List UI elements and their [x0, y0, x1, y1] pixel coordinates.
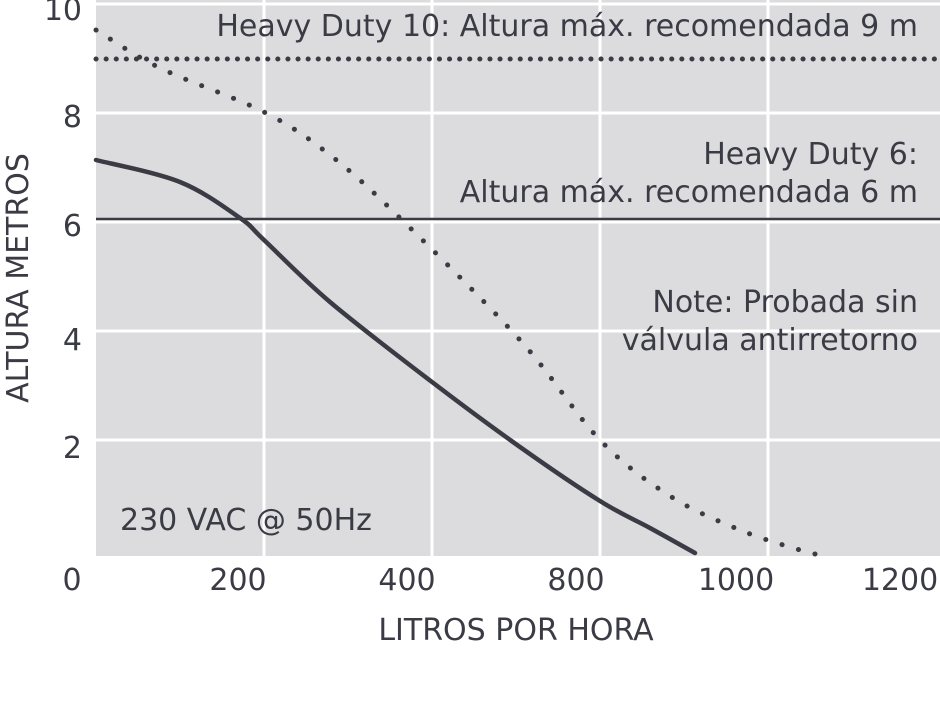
y-ticks: 2 4 6 8 10	[44, 0, 82, 466]
y-tick-label: 4	[63, 323, 82, 358]
reference-lines	[93, 56, 940, 221]
hd10-annotation: Heavy Duty 10: Altura máx. recomendada 9…	[216, 9, 918, 44]
x-tick-label: 1000	[698, 563, 774, 598]
y-axis-title: ALTURA METROS	[1, 153, 36, 403]
series-heavy-duty-6	[93, 157, 698, 556]
x-axis-title: LITROS POR HORA	[378, 613, 654, 648]
plot-background	[96, 0, 940, 556]
y-tick-label: 6	[63, 209, 82, 244]
series-group	[93, 27, 828, 559]
annotations: Heavy Duty 10: Altura máx. recomendada 9…	[120, 9, 918, 538]
x-tick-label: 200	[209, 563, 266, 598]
x-tick-label: 800	[547, 563, 604, 598]
x-tick-label: 400	[378, 563, 435, 598]
hd6-annotation-line1: Heavy Duty 6:	[703, 137, 918, 172]
note-annotation-line1: Note: Probada sin	[652, 285, 918, 320]
x-tick-label: 0	[62, 563, 81, 598]
y-tick-label: 8	[63, 100, 82, 135]
x-tick-label: 1200	[862, 563, 938, 598]
x-ticks: 0 200 400 800 1000 1200	[62, 563, 938, 598]
y-tick-label: 10	[44, 0, 82, 28]
grid	[96, 0, 940, 556]
hd6-annotation-line2: Altura máx. recomendada 6 m	[460, 175, 918, 210]
voltage-annotation: 230 VAC @ 50Hz	[120, 503, 372, 538]
y-tick-label: 2	[63, 431, 82, 466]
note-annotation-line2: válvula antirretorno	[622, 323, 918, 358]
